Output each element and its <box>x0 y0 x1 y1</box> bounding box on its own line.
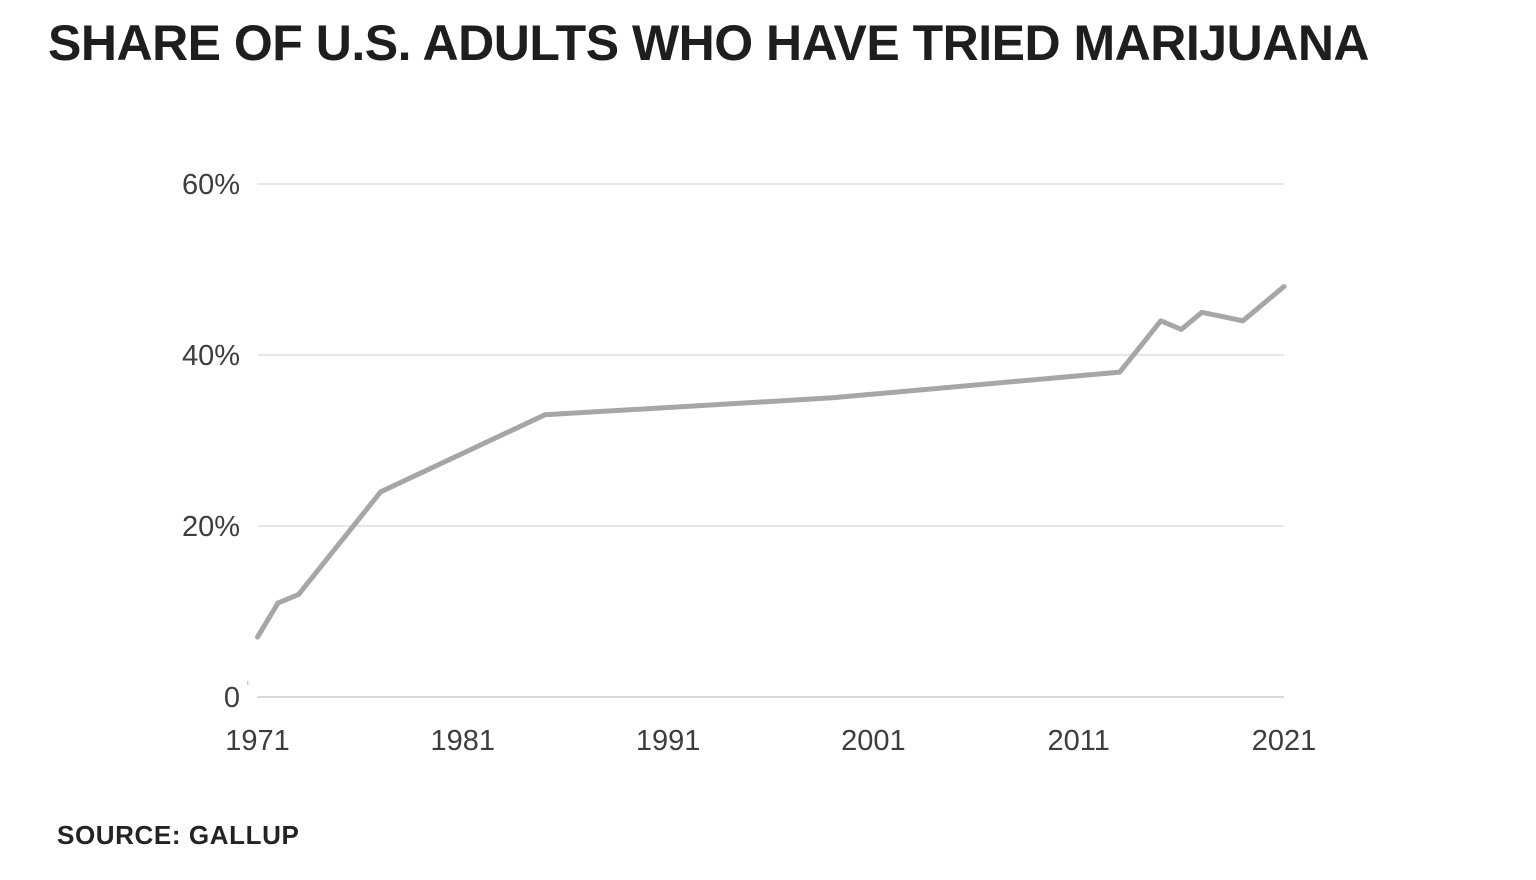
trend-line <box>255 284 1287 640</box>
x-tick-label-2001: 2001 <box>841 725 906 757</box>
x-tick-label-2021: 2021 <box>1252 725 1317 757</box>
y-tick-label-0: 0 <box>224 682 240 714</box>
y-tick-label-20: 20% <box>182 511 240 543</box>
x-tick-label-1971: 1971 <box>225 725 290 757</box>
y-tick-label-40: 40% <box>182 340 240 372</box>
source-note: SOURCE: GALLUP <box>57 820 300 850</box>
x-tick-label-1981: 1981 <box>431 725 496 757</box>
chart-title: SHARE OF U.S. ADULTS WHO HAVE TRIED MARI… <box>48 15 1370 71</box>
y-tick-label-60: 60% <box>182 169 240 201</box>
x-tick-label-1991: 1991 <box>636 725 701 757</box>
zero-label-artifact: ' <box>246 678 249 698</box>
x-tick-label-2011: 2011 <box>1048 725 1110 757</box>
